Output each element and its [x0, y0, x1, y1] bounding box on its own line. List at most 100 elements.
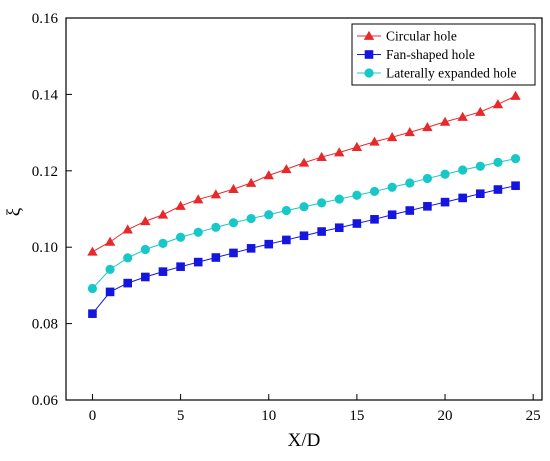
data-point-circular-hole: [87, 246, 98, 256]
y-tick-label: 0.12: [32, 164, 58, 180]
y-tick-label: 0.10: [32, 240, 58, 256]
data-point-laterally-expanded-hole: [405, 178, 415, 188]
data-point-fan-shaped-hole: [158, 267, 168, 276]
data-point-fan-shaped-hole: [387, 210, 397, 220]
data-point-fan-shaped-hole: [370, 215, 379, 224]
data-point-fan-shaped-hole: [229, 248, 238, 258]
data-point-circular-hole: [140, 216, 151, 226]
legend-marker-circular-hole: [363, 30, 375, 40]
axis-ticks: 0 5 10 15 20 25 0.06 0.08 0.10 0.12 0.14 0.16: [32, 11, 541, 424]
data-point-circular-hole: [404, 127, 415, 137]
data-point-circular-hole: [457, 111, 468, 121]
data-point-laterally-expanded-hole: [246, 213, 256, 224]
data-point-fan-shaped-hole: [141, 272, 150, 282]
data-point-laterally-expanded-hole: [87, 283, 98, 294]
data-point-circular-hole: [510, 90, 521, 100]
data-point-fan-shaped-hole: [264, 239, 274, 249]
data-point-circular-hole: [175, 200, 186, 210]
data-point-circular-hole: [104, 236, 116, 246]
data-point-laterally-expanded-hole: [510, 153, 521, 164]
data-point-fan-shaped-hole: [317, 227, 326, 236]
data-point-circular-hole: [386, 131, 398, 142]
legend-label-laterally-expanded-hole: Laterally expanded hole: [386, 66, 516, 81]
data-point-circular-hole: [245, 177, 257, 187]
data-point-fan-shaped-hole: [423, 202, 432, 211]
data-point-fan-shaped-hole: [193, 257, 203, 267]
x-tick-label: 5: [177, 408, 185, 424]
legend-box: [351, 23, 536, 86]
data-point-circular-hole: [475, 106, 486, 116]
data-point-laterally-expanded-hole: [334, 194, 344, 204]
data-point-laterally-expanded-hole: [175, 232, 186, 242]
data-point-circular-hole: [334, 147, 345, 157]
data-point-circular-hole: [316, 151, 327, 161]
data-point-fan-shaped-hole: [211, 253, 221, 262]
data-point-laterally-expanded-hole: [475, 161, 485, 171]
data-point-fan-shaped-hole: [88, 309, 97, 318]
data-point-fan-shaped-hole: [458, 193, 467, 203]
data-point-fan-shaped-hole: [334, 223, 344, 233]
data-point-fan-shaped-hole: [299, 231, 309, 241]
data-point-circular-hole: [263, 170, 274, 180]
legend-label-circular-hole: Circular hole: [386, 29, 457, 44]
x-tick-label: 0: [89, 408, 97, 424]
data-point-fan-shaped-hole: [282, 235, 291, 245]
data-point-laterally-expanded-hole: [264, 210, 274, 220]
x-tick-label: 25: [526, 408, 541, 424]
data-point-laterally-expanded-hole: [105, 264, 115, 274]
data-point-fan-shaped-hole: [105, 287, 115, 297]
y-tick-label: 0.16: [32, 11, 59, 27]
data-point-fan-shaped-hole: [511, 181, 520, 190]
x-tick-label: 10: [261, 408, 276, 424]
data-point-laterally-expanded-hole: [123, 253, 133, 263]
x-tick-label: 15: [349, 408, 364, 424]
data-point-laterally-expanded-hole: [228, 218, 239, 228]
data-point-laterally-expanded-hole: [493, 157, 503, 167]
data-point-fan-shaped-hole: [493, 185, 503, 194]
data-point-fan-shaped-hole: [405, 206, 415, 215]
data-point-laterally-expanded-hole: [387, 182, 397, 192]
data-point-circular-hole: [157, 209, 169, 219]
data-point-laterally-expanded-hole: [369, 186, 380, 197]
x-axis-label: X/D: [288, 430, 321, 451]
data-point-laterally-expanded-hole: [158, 238, 168, 248]
legend-marker-laterally-expanded-hole: [364, 68, 374, 78]
data-point-circular-hole: [281, 164, 292, 174]
data-point-laterally-expanded-hole: [440, 169, 450, 179]
data-point-fan-shaped-hole: [352, 219, 362, 228]
data-point-laterally-expanded-hole: [140, 244, 150, 255]
y-tick-label: 0.06: [32, 393, 59, 409]
data-point-laterally-expanded-hole: [422, 173, 433, 184]
y-axis-label: ξ: [4, 207, 25, 216]
data-point-laterally-expanded-hole: [211, 222, 221, 232]
legend-label-fan-shaped-hole: Fan-shaped hole: [386, 47, 475, 62]
x-tick-label: 20: [438, 408, 453, 424]
data-point-laterally-expanded-hole: [317, 198, 327, 208]
data-point-fan-shaped-hole: [475, 189, 485, 199]
y-tick-label: 0.08: [32, 317, 58, 333]
data-point-laterally-expanded-hole: [193, 227, 203, 237]
legend: Circular hole Fan-shaped hole Laterally ex…: [351, 23, 536, 86]
data-point-laterally-expanded-hole: [352, 190, 362, 200]
data-point-circular-hole: [439, 116, 451, 126]
data-point-fan-shaped-hole: [176, 262, 185, 271]
data-point-circular-hole: [422, 122, 433, 132]
data-point-circular-hole: [210, 189, 222, 199]
data-point-circular-hole: [351, 141, 363, 152]
data-point-laterally-expanded-hole: [281, 205, 291, 216]
data-point-circular-hole: [122, 224, 133, 234]
data-point-laterally-expanded-hole: [299, 202, 309, 212]
data-point-circular-hole: [369, 136, 380, 146]
data-point-circular-hole: [492, 99, 504, 109]
data-point-circular-hole: [298, 157, 310, 167]
data-point-fan-shaped-hole: [246, 244, 256, 253]
legend-marker-fan-shaped-hole: [364, 50, 374, 59]
data-point-laterally-expanded-hole: [458, 165, 468, 175]
data-point-fan-shaped-hole: [123, 278, 133, 288]
data-point-fan-shaped-hole: [440, 197, 450, 207]
data-point-circular-hole: [228, 183, 239, 194]
data-point-circular-hole: [193, 194, 204, 204]
data-series: [87, 90, 521, 318]
y-tick-label: 0.14: [32, 87, 59, 103]
